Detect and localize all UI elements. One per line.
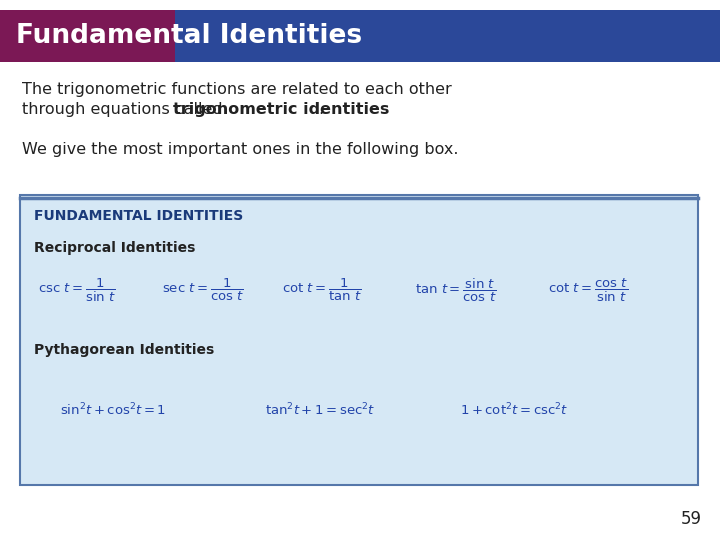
Text: FUNDAMENTAL IDENTITIES: FUNDAMENTAL IDENTITIES bbox=[34, 209, 243, 223]
Text: trigonometric identities: trigonometric identities bbox=[174, 102, 390, 117]
Text: $\tan^2\!t + 1 = \sec^2\!t$: $\tan^2\!t + 1 = \sec^2\!t$ bbox=[265, 402, 376, 418]
Text: $\cot\,t = \dfrac{1}{\tan\,t}$: $\cot\,t = \dfrac{1}{\tan\,t}$ bbox=[282, 277, 362, 303]
Bar bbox=[0, 10, 175, 62]
Text: $\sin^2\!t + \cos^2\!t = 1$: $\sin^2\!t + \cos^2\!t = 1$ bbox=[60, 402, 166, 418]
Bar bbox=[175, 10, 720, 62]
Text: Pythagorean Identities: Pythagorean Identities bbox=[34, 343, 215, 357]
FancyBboxPatch shape bbox=[20, 195, 698, 485]
Text: 59: 59 bbox=[681, 510, 702, 528]
Text: $1 + \cot^2\!t = \csc^2\!t$: $1 + \cot^2\!t = \csc^2\!t$ bbox=[460, 402, 569, 418]
Text: .: . bbox=[318, 102, 323, 117]
Text: Reciprocal Identities: Reciprocal Identities bbox=[34, 241, 195, 255]
Text: We give the most important ones in the following box.: We give the most important ones in the f… bbox=[22, 142, 459, 157]
Text: $\tan\,t = \dfrac{\sin\,t}{\cos\,t}$: $\tan\,t = \dfrac{\sin\,t}{\cos\,t}$ bbox=[415, 276, 497, 303]
Text: $\csc\,t = \dfrac{1}{\sin\,t}$: $\csc\,t = \dfrac{1}{\sin\,t}$ bbox=[38, 276, 116, 303]
Text: through equations called: through equations called bbox=[22, 102, 228, 117]
Text: The trigonometric functions are related to each other: The trigonometric functions are related … bbox=[22, 82, 451, 97]
Text: $\sec\,t = \dfrac{1}{\cos\,t}$: $\sec\,t = \dfrac{1}{\cos\,t}$ bbox=[162, 277, 244, 303]
Text: $\cot\,t = \dfrac{\cos\,t}{\sin\,t}$: $\cot\,t = \dfrac{\cos\,t}{\sin\,t}$ bbox=[548, 276, 629, 303]
Text: Fundamental Identities: Fundamental Identities bbox=[16, 23, 362, 49]
